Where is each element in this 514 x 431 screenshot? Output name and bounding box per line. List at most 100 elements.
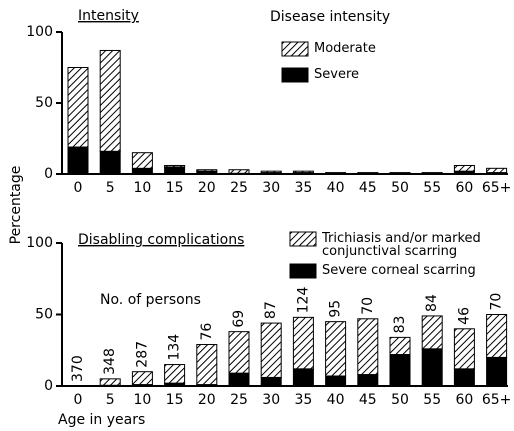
x-tick-label: 45 xyxy=(359,180,377,196)
bar-segment xyxy=(292,170,314,174)
legend-label-box: Severe corneal scarring xyxy=(322,264,476,278)
chart-title: Disabling complications xyxy=(78,232,244,248)
bar-segment xyxy=(486,314,508,358)
bar-segment xyxy=(389,172,411,174)
x-tick-label: 60 xyxy=(455,392,473,408)
x-tick-label: 10 xyxy=(133,392,151,408)
bar-segment xyxy=(357,318,379,376)
bar-segment xyxy=(196,344,218,386)
bar-segment xyxy=(421,172,443,174)
x-tick-label: 5 xyxy=(106,392,115,408)
x-tick-label: 65+ xyxy=(482,180,512,196)
count-label: 46 xyxy=(456,307,472,325)
bar-segment xyxy=(67,67,89,148)
x-tick-label: 55 xyxy=(423,180,441,196)
legend-label-box: Trichiasis and/or marked conjunctival sc… xyxy=(322,232,481,259)
bar-segment xyxy=(164,364,186,384)
legend-label: Moderate xyxy=(314,42,376,56)
bar-segment xyxy=(99,150,121,175)
y-tick-label: 50 xyxy=(35,307,53,323)
count-label: 70 xyxy=(489,293,505,311)
x-tick-label: 50 xyxy=(391,180,409,196)
legend-label: Severe corneal scarring xyxy=(322,264,476,278)
x-tick-label: 15 xyxy=(166,180,184,196)
y-tick-label: 100 xyxy=(26,24,53,40)
x-tick-label: 30 xyxy=(262,392,280,408)
bar-segment xyxy=(325,172,347,175)
y-axis-label: Percentage xyxy=(8,166,24,245)
x-tick-label: 40 xyxy=(327,392,345,408)
count-heading: No. of persons xyxy=(100,292,201,308)
bar-segment xyxy=(453,368,475,387)
count-label: 70 xyxy=(360,297,376,315)
bar-segment xyxy=(453,164,475,172)
count-label: 76 xyxy=(199,323,215,341)
count-label: 370 xyxy=(70,355,86,382)
legend-label-box: Severe xyxy=(314,68,359,82)
x-tick-label: 50 xyxy=(391,392,409,408)
count-label: 83 xyxy=(392,316,408,334)
x-tick-label: 65+ xyxy=(482,392,512,408)
x-tick-label: 25 xyxy=(230,392,248,408)
legend-swatch xyxy=(281,67,309,83)
bar-segment xyxy=(325,375,347,387)
legend-swatch xyxy=(289,231,317,247)
bar-segment xyxy=(228,372,250,387)
count-label: 287 xyxy=(134,341,150,368)
legend-label: Trichiasis and/or marked conjunctival sc… xyxy=(322,232,481,259)
legend-title: Disease intensity xyxy=(270,9,390,25)
x-tick-label: 10 xyxy=(133,180,151,196)
x-axis-label: Age in years xyxy=(58,412,145,428)
bar-segment xyxy=(196,169,218,172)
count-label: 84 xyxy=(424,294,440,312)
bar-segment xyxy=(260,322,282,378)
x-tick-label: 15 xyxy=(166,392,184,408)
count-label: 134 xyxy=(167,334,183,361)
x-tick-label: 60 xyxy=(455,180,473,196)
legend-swatch xyxy=(281,41,309,57)
bar-segment xyxy=(99,49,121,152)
x-tick-label: 35 xyxy=(294,180,312,196)
bar-segment xyxy=(421,315,443,350)
bar-segment xyxy=(228,331,250,374)
bar-segment xyxy=(67,146,89,175)
y-tick-label: 0 xyxy=(44,166,53,182)
bar-segment xyxy=(260,170,282,174)
count-label: 69 xyxy=(231,310,247,328)
x-tick-label: 25 xyxy=(230,180,248,196)
y-tick-label: 0 xyxy=(44,378,53,394)
bar-segment xyxy=(357,374,379,387)
x-tick-label: 0 xyxy=(74,392,83,408)
count-label: 87 xyxy=(263,301,279,319)
bar-segment xyxy=(292,368,314,387)
bar-segment xyxy=(389,354,411,387)
x-tick-label: 30 xyxy=(262,180,280,196)
bar-segment xyxy=(292,316,314,370)
bar-segment xyxy=(228,169,250,174)
bar-segment xyxy=(389,336,411,356)
x-tick-label: 40 xyxy=(327,180,345,196)
bar-segment xyxy=(453,328,475,370)
legend-label-box: Moderate xyxy=(314,42,376,56)
bar-segment xyxy=(325,321,347,377)
y-tick-label: 50 xyxy=(35,95,53,111)
x-tick-label: 20 xyxy=(198,180,216,196)
bar-segment xyxy=(131,371,153,386)
y-tick-label: 100 xyxy=(26,235,53,251)
count-label: 124 xyxy=(295,287,311,314)
bar-segment xyxy=(486,167,508,174)
bar-segment xyxy=(260,376,282,387)
bar-segment xyxy=(164,166,186,175)
bar-segment xyxy=(421,348,443,387)
bar-segment xyxy=(486,356,508,387)
x-tick-label: 45 xyxy=(359,392,377,408)
bar-segment xyxy=(164,164,186,168)
x-tick-label: 35 xyxy=(294,392,312,408)
bar-segment xyxy=(131,167,153,175)
chart-title: Intensity xyxy=(78,8,139,24)
x-tick-label: 55 xyxy=(423,392,441,408)
bar-segment xyxy=(99,378,121,386)
legend-label: Severe xyxy=(314,68,359,82)
x-tick-label: 5 xyxy=(106,180,115,196)
